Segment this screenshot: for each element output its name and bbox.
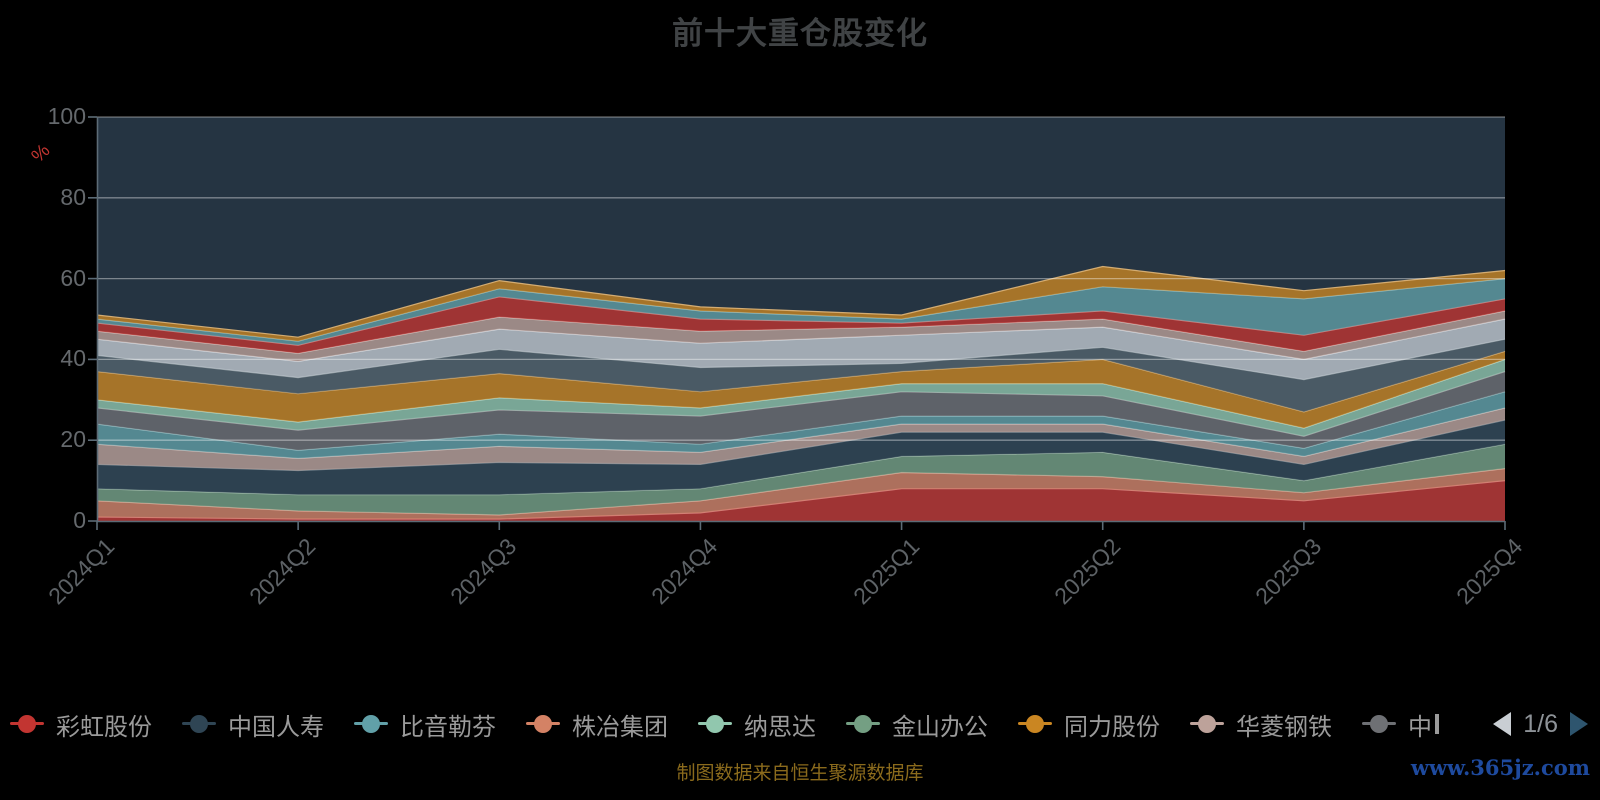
area-同力股份 <box>97 351 1505 429</box>
stacked-area-chart <box>88 116 1506 530</box>
area-series-14 <box>97 278 1505 346</box>
legend-label: 中国人寿 <box>228 713 324 741</box>
legend-item-中[interactable]: 中 <box>1362 707 1439 742</box>
legend-marker-icon <box>354 715 388 733</box>
legend-item-同力股份[interactable]: 同力股份 <box>1018 707 1160 742</box>
legend-prev-icon[interactable] <box>1493 712 1512 736</box>
y-axis-unit-label: % <box>27 140 55 168</box>
y-axis-label-100: 100 <box>47 103 86 129</box>
area-比音勒芬 <box>97 391 1505 459</box>
area-topline-15 <box>96 265 1506 338</box>
x-axis-label-2024Q2: 2024Q2 <box>244 533 321 610</box>
area-series-15 <box>97 266 1505 342</box>
x-axis-label-2024Q4: 2024Q4 <box>646 533 723 610</box>
legend-marker-icon <box>1018 715 1052 733</box>
x-axis-label-2025Q2: 2025Q2 <box>1048 533 1126 610</box>
area-纳思达 <box>97 359 1505 437</box>
area-series-11 <box>97 319 1505 380</box>
x-axis-label-2024Q1: 2024Q1 <box>43 533 120 610</box>
legend-item-纳思达[interactable]: 纳思达 <box>698 707 816 742</box>
legend-item-华菱钢铁[interactable]: 华菱钢铁 <box>1190 707 1332 742</box>
data-source-note: 制图数据来自恒生聚源数据库 <box>676 763 924 784</box>
area-中国人寿 <box>97 420 1505 495</box>
legend-item-比音勒芬[interactable]: 比音勒芬 <box>354 707 496 742</box>
legend-label: 同力股份 <box>1064 713 1160 741</box>
legend-marker-icon <box>846 715 880 733</box>
legend-label: 彩虹股份 <box>56 713 152 741</box>
legend-marker-icon <box>182 715 216 733</box>
legend-next-icon[interactable] <box>1570 712 1588 736</box>
legend-label: 中 <box>1408 713 1432 741</box>
area-中 <box>97 371 1505 451</box>
site-watermark: www.365jz.com <box>1410 755 1590 780</box>
y-axis-label-0: 0 <box>73 507 86 533</box>
legend-item-彩虹股份[interactable]: 彩虹股份 <box>10 707 152 742</box>
legend-marker-icon <box>10 715 44 733</box>
area-series-12 <box>97 310 1505 362</box>
area-彩虹股份 <box>97 480 1505 521</box>
y-axis-label-40: 40 <box>60 345 86 372</box>
legend-item-金山办公[interactable]: 金山办公 <box>846 707 988 742</box>
x-axis-label-2024Q3: 2024Q3 <box>445 533 522 610</box>
area-topline-14 <box>96 278 1506 342</box>
legend-item-中国人寿[interactable]: 中国人寿 <box>182 707 324 742</box>
area-金山办公 <box>97 444 1505 515</box>
legend: 彩虹股份 中国人寿 比音勒芬 株冶集团 纳思达 金山办公 同力股份 华菱钢铁 中 <box>10 701 1600 747</box>
legend-item-株冶集团[interactable]: 株冶集团 <box>526 707 668 742</box>
x-axis-label-2025Q1: 2025Q1 <box>847 533 924 610</box>
y-axis-label-20: 20 <box>60 426 86 453</box>
chart-title: 前十大重仓股变化 <box>672 16 928 51</box>
plot-area[interactable] <box>88 116 1506 530</box>
area-series-13 <box>97 296 1505 354</box>
y-axis-label-80: 80 <box>60 183 86 210</box>
legend-label: 金山办公 <box>892 713 988 741</box>
legend-marker-icon <box>1190 715 1224 733</box>
legend-label: 纳思达 <box>744 713 816 741</box>
area-华菱钢铁 <box>97 407 1505 471</box>
legend-label: 株冶集团 <box>572 713 668 741</box>
x-axis-label-2025Q4: 2025Q4 <box>1451 533 1528 610</box>
legend-page-indicator: 1/6 <box>1523 709 1558 738</box>
y-axis-label-60: 60 <box>60 264 86 291</box>
legend-pager: 1/6 <box>1483 701 1588 747</box>
legend-marker-icon <box>698 715 732 733</box>
legend-marker-icon <box>1362 715 1396 733</box>
legend-marker-icon <box>526 715 560 733</box>
x-axis-label-2025Q3: 2025Q3 <box>1249 533 1327 610</box>
area-series-10 <box>97 339 1505 412</box>
truncated-label-fragment <box>1435 714 1439 734</box>
legend-label: 比音勒芬 <box>400 713 496 741</box>
legend-label: 华菱钢铁 <box>1236 713 1332 741</box>
